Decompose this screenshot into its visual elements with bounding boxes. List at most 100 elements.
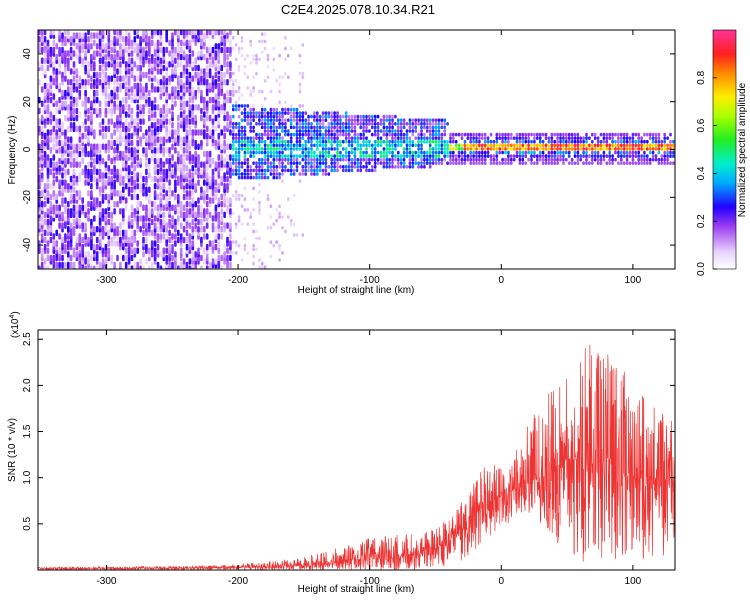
- spectrogram-cell: [142, 215, 145, 222]
- spectrogram-cell: [40, 86, 44, 93]
- spectrogram-cell: [281, 172, 284, 176]
- spectrogram-cell: [281, 125, 284, 130]
- spectrogram-cell: [246, 168, 250, 173]
- spectrogram-cell: [55, 100, 59, 107]
- spectrogram-cell: [258, 190, 261, 194]
- spectrogram-cell: [197, 204, 200, 211]
- spectrogram-cell: [510, 136, 513, 140]
- spectrogram-cell: [171, 143, 174, 150]
- spectrogram-cell: [142, 104, 145, 111]
- spectrogram-cell: [43, 132, 47, 140]
- spectrogram-cell: [203, 118, 206, 125]
- spectrogram-cell: [110, 236, 114, 244]
- spectrogram-cell: [72, 157, 76, 165]
- spectrogram-cell: [49, 136, 53, 143]
- spectrogram-cell: [55, 204, 59, 211]
- spectrogram-cell: [460, 143, 464, 148]
- spectrogram-cell: [538, 147, 542, 151]
- spectrogram-cell: [122, 229, 125, 237]
- spectrogram-cell: [116, 143, 119, 150]
- spectrogram-cell: [142, 147, 145, 154]
- spectrogram-cell: [266, 157, 270, 162]
- spectrogram-cell: [113, 122, 116, 129]
- spectrogram-cell: [342, 122, 345, 126]
- spectrogram-cell: [90, 218, 93, 226]
- spectrogram-cell: [327, 111, 331, 115]
- spectrogram-cell: [443, 143, 447, 148]
- spectrogram-cell: [289, 161, 293, 165]
- spectrogram-cell: [153, 104, 157, 111]
- spectrogram-cell: [382, 118, 386, 122]
- spectrogram-cell: [75, 96, 79, 104]
- spectrogram-cell: [67, 183, 70, 190]
- spectrogram-cell: [78, 143, 82, 150]
- spectrogram-cell: [226, 183, 229, 190]
- spectrogram-cell: [307, 157, 310, 162]
- spectrogram-cell: [289, 107, 293, 112]
- spectrogram-cell: [440, 132, 444, 137]
- spectrogram-cell: [223, 172, 226, 179]
- spectrogram-cell: [130, 86, 134, 93]
- spectrogram-cell: [49, 46, 53, 54]
- spectrogram-cell: [538, 157, 542, 162]
- spectrogram-cell: [301, 147, 305, 151]
- spectrogram-cell: [541, 143, 545, 148]
- spectrogram-cell: [145, 71, 148, 79]
- spectrogram-cell: [93, 265, 96, 269]
- spectrogram-cell: [547, 157, 551, 162]
- spectrogram-cell: [365, 129, 368, 133]
- spectrogram-cell: [501, 150, 504, 155]
- spectrogram-cell: [43, 82, 47, 90]
- spectrogram-cell: [150, 229, 154, 237]
- spectrogram-cell: [371, 168, 374, 173]
- spectrogram-cell: [281, 215, 284, 219]
- spectrogram-cell: [483, 132, 487, 137]
- spectrogram-cell: [449, 132, 452, 137]
- spectrogram-cell: [333, 139, 336, 144]
- spectrogram-cell: [278, 150, 281, 155]
- spectrogram-cell: [174, 179, 177, 186]
- spectrogram-cell: [142, 236, 145, 244]
- spectrogram-cell: [567, 143, 571, 148]
- spectrogram-cell: [510, 161, 513, 165]
- x-tick-label: -100: [360, 275, 380, 286]
- spectrogram-cell: [617, 143, 620, 148]
- spectrogram-cell: [87, 30, 90, 36]
- spectrogram-cell: [148, 222, 151, 229]
- spectrogram-cell: [611, 139, 614, 144]
- spectrogram-cell: [356, 118, 360, 122]
- spectrogram-cell: [127, 132, 131, 140]
- spectrogram-cell: [648, 150, 652, 155]
- spectrogram-cell: [171, 254, 174, 262]
- spectrogram-cell: [373, 157, 377, 162]
- spectrogram-cell: [177, 150, 180, 158]
- spectrogram-cell: [156, 193, 160, 201]
- spectrogram-cell: [136, 75, 140, 82]
- spectrogram-cell: [93, 243, 96, 251]
- spectrogram-cell: [72, 75, 76, 82]
- spectrogram-cell: [182, 258, 186, 265]
- spectrogram-cell: [182, 82, 186, 90]
- spectrogram-cell: [237, 114, 241, 119]
- spectrogram-cell: [417, 150, 420, 155]
- spectrogram-cell: [538, 132, 542, 137]
- spectrogram-cell: [347, 157, 351, 162]
- spectrogram-cell: [460, 150, 464, 155]
- spectrogram-cell: [434, 129, 438, 133]
- spectrogram-cell: [150, 122, 154, 129]
- spectrogram-cell: [356, 168, 360, 173]
- spectrogram-cell: [55, 229, 59, 237]
- spectrogram-cell: [159, 57, 163, 64]
- spectrogram-cell: [232, 168, 235, 173]
- spectrogram-cell: [90, 100, 93, 107]
- spectrogram-cell: [382, 132, 386, 137]
- spectrogram-cell: [72, 226, 76, 233]
- spectrogram-cell: [205, 172, 209, 179]
- spectrogram-cell: [457, 147, 461, 151]
- spectrogram-cell: [46, 197, 50, 204]
- spectrogram-cell: [208, 261, 212, 269]
- spectrogram-cell: [368, 168, 371, 173]
- spectrogram-cell: [382, 147, 386, 151]
- spectrogram-cell: [266, 150, 270, 155]
- spectrogram-cell: [119, 100, 122, 107]
